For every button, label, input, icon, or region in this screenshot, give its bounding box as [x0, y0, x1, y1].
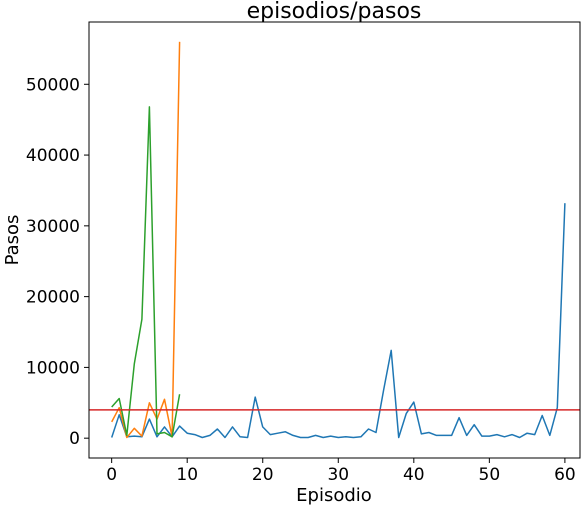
y-tick-label: 10000 — [26, 358, 80, 378]
axis-ticks: 0 10 20 30 40 50 60 0 10000 20000 30000 40000 50000 — [26, 75, 576, 485]
plot-frame — [88, 21, 581, 459]
y-tick-label: 50000 — [26, 75, 80, 95]
x-tick-label: 20 — [252, 465, 274, 485]
x-axis-label: Episodio — [296, 485, 372, 506]
y-tick-label: 0 — [69, 429, 80, 449]
y-tick-label: 40000 — [26, 146, 80, 166]
series-line-2 — [111, 41, 181, 439]
plot-marks — [89, 41, 580, 439]
x-tick-label: 50 — [479, 465, 501, 485]
series-line-1 — [110, 203, 566, 439]
x-tick-label: 10 — [176, 465, 198, 485]
chart-title: episodios/pasos — [247, 0, 422, 24]
series-line-3 — [111, 106, 181, 438]
y-tick-label: 20000 — [26, 288, 80, 308]
x-tick-label: 0 — [106, 465, 117, 485]
y-tick-label: 30000 — [26, 217, 80, 237]
y-axis-label: Pasos — [2, 215, 23, 266]
x-tick-label: 40 — [403, 465, 425, 485]
x-tick-label: 30 — [327, 465, 349, 485]
x-tick-label: 60 — [554, 465, 576, 485]
